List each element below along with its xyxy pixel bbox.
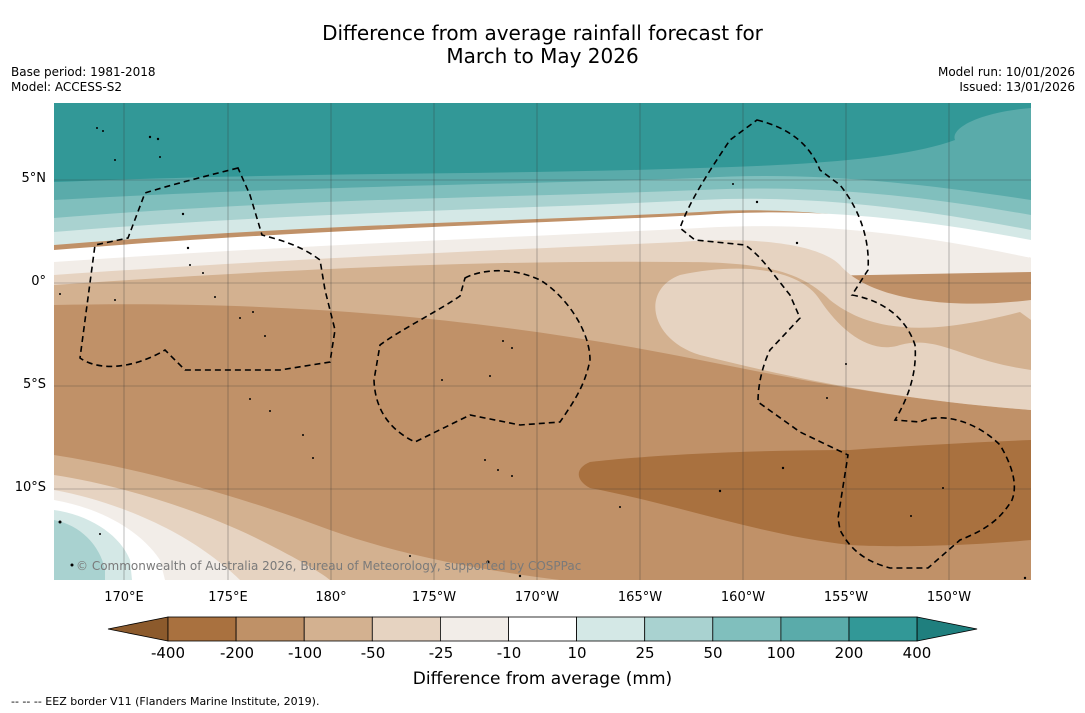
x-tick-160w: 160°W — [720, 590, 766, 605]
graticule — [54, 103, 1031, 580]
x-tick-180: 180° — [315, 590, 347, 605]
rainfall-anomaly-map — [54, 103, 1031, 580]
x-tick-175e: 175°E — [208, 590, 248, 605]
colorbar-label: Difference from average (mm) — [412, 669, 673, 689]
colorbar-swatch — [371, 616, 441, 642]
model-name: Model: ACCESS-S2 — [11, 80, 123, 94]
x-tick-175w: 175°W — [411, 590, 457, 605]
x-tick-170e: 170°E — [104, 590, 144, 605]
colorbar-swatch — [576, 616, 646, 642]
colorbar-swatch — [167, 616, 237, 642]
colorbar-swatch — [644, 616, 714, 642]
copyright-notice: © Commonwealth of Australia 2026, Bureau… — [76, 559, 582, 573]
map-title-line1: Difference from average rainfall forecas… — [322, 21, 763, 45]
colorbar-tick: 200 — [834, 644, 864, 662]
colorbar-tick: -400 — [150, 644, 186, 662]
y-tick-0: 0° — [31, 274, 46, 289]
issued-date: Issued: 13/01/2026 — [959, 80, 1075, 94]
colorbar-swatch — [508, 616, 577, 642]
colorbar-swatch — [235, 616, 305, 642]
colorbar-swatch — [712, 616, 782, 642]
colorbar-arrow-high — [916, 616, 978, 642]
eez-footnote: -- -- -- EEZ border V11 (Flanders Marine… — [11, 695, 320, 708]
x-tick-150w: 150°W — [926, 590, 972, 605]
colorbar-tick: 25 — [635, 644, 655, 662]
colorbar-tick: 100 — [766, 644, 796, 662]
base-period: Base period: 1981-2018 — [11, 65, 156, 79]
colorbar-swatch — [848, 616, 918, 642]
colorbar-swatch — [303, 616, 373, 642]
model-run: Model run: 10/01/2026 — [937, 65, 1075, 79]
eez-borders — [79, 119, 1016, 569]
colorbar-tick: -10 — [496, 644, 522, 662]
x-tick-155w: 155°W — [823, 590, 869, 605]
colorbar — [107, 616, 978, 642]
colorbar-swatch — [780, 616, 850, 642]
band-sw-wet-25-50 — [54, 520, 105, 580]
y-tick-10s: 10°S — [14, 480, 46, 495]
colorbar-tick: 50 — [703, 644, 723, 662]
island-dots — [58, 127, 1027, 580]
colorbar-tick: -200 — [219, 644, 255, 662]
y-tick-5n: 5°N — [21, 171, 47, 186]
colorbar-tick: -100 — [287, 644, 323, 662]
band-wet-200-400 — [54, 103, 1031, 182]
colorbar-swatch — [439, 616, 509, 642]
colorbar-tick: -50 — [360, 644, 386, 662]
colorbar-arrow-low — [107, 616, 169, 642]
colorbar-tick: 400 — [902, 644, 932, 662]
x-tick-165w: 165°W — [617, 590, 663, 605]
colorbar-tick: -25 — [428, 644, 454, 662]
x-tick-170w: 170°W — [514, 590, 560, 605]
y-tick-5s: 5°S — [22, 377, 46, 392]
band-dry-200-400 — [578, 440, 1031, 547]
colorbar-tick: 10 — [567, 644, 587, 662]
map-title-line2: March to May 2026 — [446, 44, 639, 68]
band-dry-patch-light — [655, 268, 1031, 410]
